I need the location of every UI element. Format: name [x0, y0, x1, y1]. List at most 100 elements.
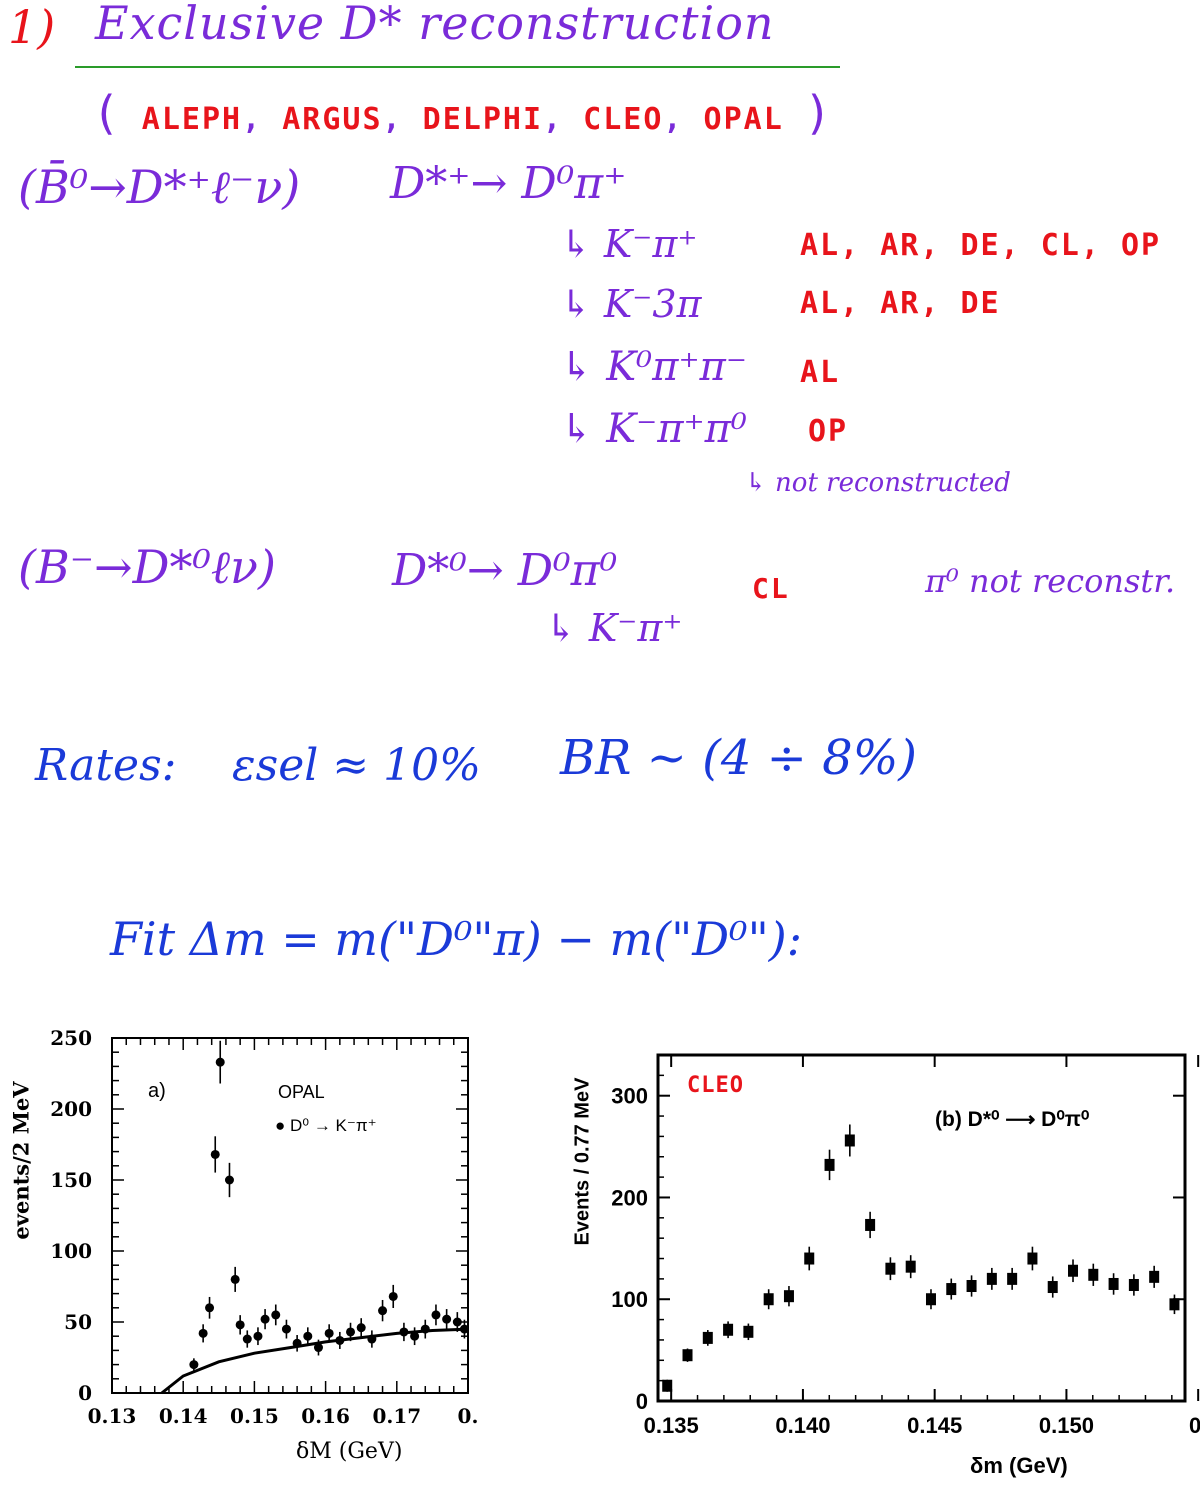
cleo-data-point [1047, 1281, 1058, 1294]
opal-data-point [198, 1328, 208, 1338]
rates-branching-ratio: BR ~ (4 ÷ 8%) [560, 730, 918, 786]
cleo-experiment-label: CLEO [687, 1073, 744, 1098]
cleo-data-point [1088, 1268, 1099, 1281]
cleo-data-point [986, 1272, 997, 1285]
opal-legend-marker: ● [275, 1116, 290, 1135]
opal-panel-label: a) [148, 1080, 166, 1102]
decay1-mode-4: ↳ K⁻π⁺π⁰ [560, 406, 747, 452]
cleo-data-point [1128, 1278, 1139, 1291]
page-title: Exclusive D* reconstruction [95, 0, 775, 50]
experiment-delphi: DELPHI [422, 102, 544, 137]
cleo-data-point [865, 1218, 876, 1231]
cleo-plot: 0.135 0.140 0.145 0.150 0. 0 100 200 300 Events … [555, 1035, 1200, 1485]
opal-data-point [235, 1320, 245, 1330]
cleo-data-point [1068, 1264, 1079, 1277]
cleo-data-point [1149, 1270, 1160, 1283]
rates-efficiency: εsel ≈ 10% [232, 740, 481, 791]
decay1-mode-4-experiments: OP [808, 414, 849, 449]
cleo-frame [656, 1053, 1187, 1403]
opal-xtick-label: 0.17 [372, 1404, 421, 1428]
experiment-opal: OPAL [703, 102, 784, 137]
opal-data-point [459, 1324, 469, 1334]
opal-ytick-label: 250 [50, 1026, 92, 1050]
opal-xtick-label: 0.13 [88, 1404, 137, 1428]
decay1-mode-3: ↳ K⁰π⁺π⁻ [560, 344, 747, 390]
decay2-note: π⁰ not reconstr. [925, 562, 1176, 600]
cleo-data-point [723, 1323, 734, 1336]
cleo-data-point [844, 1134, 855, 1147]
cleo-ytick-label: 200 [611, 1185, 648, 1210]
opal-ytick-label: 100 [50, 1239, 92, 1263]
cleo-data-point [702, 1331, 713, 1344]
opal-xtick-label: 0. [458, 1404, 479, 1428]
cleo-data-point [1108, 1277, 1119, 1290]
cleo-data-point [925, 1293, 936, 1306]
decay1-chain: D*⁺→ D⁰π⁺ [390, 158, 627, 209]
opal-data-point [356, 1323, 366, 1333]
decay1-mode-3-experiments: AL [800, 355, 841, 390]
cleo-data-point [1007, 1272, 1018, 1285]
cleo-data-point [824, 1158, 835, 1171]
cleo-data-point [743, 1325, 754, 1338]
opal-data-point [431, 1310, 441, 1320]
decay2-process: (B⁻→D*⁰ℓν) [18, 540, 276, 594]
decay1-mode-2-experiments: AL, AR, DE [800, 286, 1001, 321]
cleo-xtick-label: 0. [1189, 1413, 1200, 1438]
opal-data-point [313, 1343, 323, 1353]
opal-data-point [335, 1335, 345, 1345]
opal-data-point [388, 1291, 398, 1301]
opal-data-point [281, 1324, 291, 1334]
opal-data-point [253, 1331, 263, 1341]
experiment-aleph: ALEPH [141, 102, 243, 137]
opal-data-point [215, 1057, 225, 1067]
cleo-ytick-label: 300 [611, 1084, 648, 1109]
cleo-data-point [1169, 1298, 1180, 1311]
opal-xtick-label: 0.15 [230, 1404, 279, 1428]
opal-ytick-label: 0 [78, 1381, 92, 1405]
title-underline [75, 66, 840, 68]
opal-legend: ● D⁰ → K⁻π⁺ [275, 1116, 377, 1136]
opal-data-point [205, 1303, 215, 1313]
decay1-mode-1: ↳ K⁻π⁺ [560, 222, 698, 266]
cleo-data-point [966, 1280, 977, 1293]
opal-data-point [410, 1331, 420, 1341]
opal-data-point [292, 1338, 302, 1348]
cleo-xtick-label: 0.135 [644, 1413, 699, 1438]
opal-chart-svg: 0.13 0.14 0.15 0.16 0.17 0. 0 50 100 150 200 250 [50, 1026, 479, 1428]
decay1-mode-1-experiments: AL, AR, DE, CL, OP [800, 228, 1162, 263]
opal-fit-curve [160, 1327, 469, 1395]
experiment-cleo: CLEO [583, 102, 664, 137]
cleo-data-point [763, 1293, 774, 1306]
decay2-experiment: CL [752, 572, 790, 605]
cleo-chart-svg: 0.135 0.140 0.145 0.150 0. 0 100 200 300 [611, 1053, 1200, 1438]
opal-data-point [271, 1310, 281, 1320]
cleo-ylabel: Events / 0.77 MeV [571, 1077, 594, 1246]
experiment-argus: ARGUS [282, 102, 383, 137]
opal-data-point [367, 1334, 377, 1344]
cleo-data-point [804, 1252, 815, 1265]
opal-data-point [324, 1328, 334, 1338]
cleo-data-point [885, 1262, 896, 1275]
cleo-data-point [783, 1290, 794, 1303]
opal-data-point [452, 1317, 462, 1327]
opal-data-point [224, 1175, 234, 1185]
cleo-data-point [905, 1260, 916, 1273]
experiment-list-close: ) [803, 86, 834, 140]
opal-xtick-label: 0.16 [301, 1404, 350, 1428]
opal-data-point [210, 1149, 220, 1159]
decay1-mode-2: ↳ K⁻3π [560, 282, 702, 326]
opal-data-point [378, 1306, 388, 1316]
opal-xtick-label: 0.14 [159, 1404, 208, 1428]
cleo-data-point [1027, 1252, 1038, 1265]
decay1-process: (B̄⁰→D*⁺ℓ⁻ν) [18, 160, 301, 214]
opal-data-point [399, 1327, 409, 1337]
opal-legend-text: D⁰ → K⁻π⁺ [290, 1116, 377, 1135]
opal-data-point [260, 1314, 270, 1324]
opal-data-point [303, 1331, 313, 1341]
experiment-list-open: ( [92, 86, 122, 140]
experiment-list: ( ALEPH, ARGUS, DELPHI, CLEO, OPAL ) [92, 86, 834, 140]
decay2-chain: D*⁰→ D⁰π⁰ [392, 545, 618, 596]
opal-data-point [420, 1324, 430, 1334]
opal-ylabel: events/2 MeV [8, 1081, 34, 1240]
cleo-data-point [946, 1283, 957, 1296]
